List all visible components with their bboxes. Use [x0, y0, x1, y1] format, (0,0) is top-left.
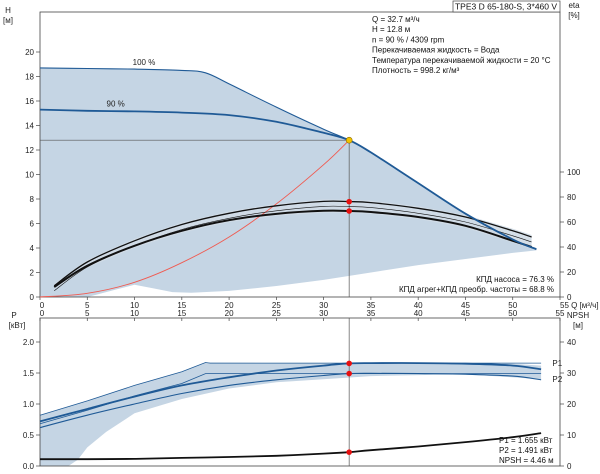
npsh-axis-tick-label: 0 — [567, 462, 572, 471]
curve-label-100: 100 % — [133, 58, 156, 67]
q-axis-tick-label-top: 5 — [85, 309, 90, 318]
q-axis-tick-label: 40 — [414, 301, 423, 310]
power-info-line: P1 = 1.655 кВт — [499, 436, 553, 445]
efficiency-info-line: КПД агрег+КПД преобр. частоты = 68.8 % — [399, 285, 554, 294]
q-axis-tick-label: 45 — [461, 301, 470, 310]
q-axis-tick-label-top: 0 — [40, 309, 45, 318]
h-axis-tick-label: 18 — [25, 73, 34, 82]
eta-axis-label: eta — [568, 1, 580, 10]
h-axis-tick-label: 16 — [25, 97, 34, 106]
q-axis-tick-label-top: 30 — [319, 309, 328, 318]
eta-axis-tick-label: 100 — [567, 168, 581, 177]
q-axis-tick-label-top: 35 — [366, 309, 375, 318]
h-axis-label: H — [5, 6, 11, 15]
npsh-axis-tick-label: 40 — [567, 338, 576, 347]
q-axis-tick-label: 10 — [130, 301, 139, 310]
efficiency-info-line: КПД насоса = 76.3 % — [476, 275, 554, 284]
p-axis-unit: [кВт] — [9, 321, 26, 330]
eta-axis-tick-label: 80 — [567, 193, 576, 202]
p2-label: P2 — [552, 375, 562, 384]
p-axis-tick-label: 1.0 — [23, 400, 35, 409]
q-axis-tick-label: 20 — [225, 301, 234, 310]
eta-axis-unit: [%] — [568, 11, 580, 20]
head-curve-90 — [39, 108, 537, 251]
operating-info-line: H = 12.8 м — [372, 25, 410, 34]
p2-curve — [39, 372, 542, 429]
operating-info-line: Q = 32.7 м³/ч — [372, 15, 420, 24]
eta-axis-tick-label: 0 — [567, 293, 572, 302]
h-axis-tick-label: 0 — [30, 293, 35, 302]
power-npsh-plot: 0.0 0.5 1.0 1.5 2.0 P[кВт] 0 10 20 30 40 NPSH[м] 0 5 1… — [9, 309, 590, 471]
q-axis-tick-label: 55 Q [м³/ч] — [560, 301, 599, 310]
p1-max-line — [39, 362, 542, 416]
p-axis-tick-label: 2.0 — [23, 338, 35, 347]
h-axis-tick-label: 20 — [25, 48, 34, 57]
duty-point-marker — [346, 360, 352, 367]
operating-info-line: n = 90 % / 4309 rpm — [372, 35, 445, 44]
duty-point-marker — [345, 136, 353, 144]
q-axis-tick-label: 5 — [85, 301, 90, 310]
npsh-curve — [39, 432, 542, 461]
pump-efficiency-curve — [53, 200, 532, 287]
q-axis-tick-label-top: 20 — [225, 309, 234, 318]
p-axis-tick-label: 0.0 — [23, 462, 35, 471]
power-info-line: P2 = 1.491 кВт — [499, 446, 553, 455]
system-curve — [39, 139, 350, 298]
eta-axis-tick-label: 60 — [567, 218, 576, 227]
npsh-axis-unit: [м] — [573, 321, 583, 330]
q-axis-tick-label: 0 — [40, 301, 45, 310]
npsh-axis-tick-label: 10 — [567, 431, 576, 440]
q-axis-tick-label: 35 — [366, 301, 375, 310]
curve-label-90: 90 % — [107, 100, 125, 109]
unit-efficiency-curve — [53, 209, 532, 288]
power-info-line: NPSH = 4.46 м — [499, 456, 554, 465]
npsh-axis-tick-label: 30 — [567, 369, 576, 378]
q-axis-tick-label-top: 55 — [556, 309, 565, 318]
title-box — [452, 0, 561, 13]
operating-range-area — [40, 67, 537, 298]
h-axis-tick-label: 6 — [30, 220, 35, 229]
q-axis-tick-label-top: 45 — [461, 309, 470, 318]
p-axis-tick-label: 0.5 — [23, 431, 35, 440]
p1-label: P1 — [552, 359, 562, 368]
npsh-axis-tick-label: 20 — [567, 400, 576, 409]
h-axis-tick-label: 10 — [25, 171, 34, 180]
p1-curve — [39, 362, 542, 423]
h-axis-tick-label: 14 — [25, 122, 34, 131]
h-axis-tick-label: 2 — [30, 269, 35, 278]
duty-point-marker — [346, 449, 352, 455]
h-axis-unit: [м] — [3, 16, 13, 25]
p-axis-tick-label: 1.5 — [23, 369, 35, 378]
duty-point-marker — [346, 208, 352, 214]
h-axis-tick-label: 12 — [25, 146, 34, 155]
q-axis-tick-label: 30 — [319, 301, 328, 310]
q-axis-tick-label-top: 40 — [414, 309, 423, 318]
head-efficiency-plot: 0 2 4 6 8 10 12 14 16 18 20 H[м] 0 20 40 60 80 100 eta[%] 0… — [3, 0, 599, 310]
q-axis-tick-label: 15 — [177, 301, 186, 310]
operating-info-line: Температура перекачиваемой жидкости = 20… — [372, 56, 551, 65]
duty-point-marker — [346, 370, 352, 377]
q-axis-tick-label-top: 25 — [272, 309, 281, 318]
chart-title: TPE3 D 65-180-S, 3*460 V — [455, 2, 557, 12]
q-axis-tick-label: 25 — [272, 301, 281, 310]
eta-axis-tick-label: 20 — [567, 268, 576, 277]
h-axis-tick-label: 4 — [30, 244, 35, 253]
q-axis-tick-label-top: 50 — [508, 309, 517, 318]
p2-max-line — [39, 373, 542, 425]
eta-axis-tick-label: 40 — [567, 243, 576, 252]
plot1-frame — [39, 11, 561, 298]
p-axis-label: P — [11, 311, 16, 320]
h-axis-tick-label: 8 — [30, 195, 35, 204]
duty-point-marker — [346, 198, 352, 205]
operating-info-line: Плотность = 998.2 кг/м³ — [372, 66, 460, 75]
operating-info-line: Перекачиваемая жидкость = Вода — [372, 46, 500, 55]
q-axis-tick-label: 50 — [508, 301, 517, 310]
plot2-frame — [39, 317, 561, 467]
q-axis-tick-label-top: 15 — [177, 309, 186, 318]
npsh-axis-label: NPSH — [567, 311, 589, 320]
q-axis-tick-label-top: 10 — [130, 309, 139, 318]
